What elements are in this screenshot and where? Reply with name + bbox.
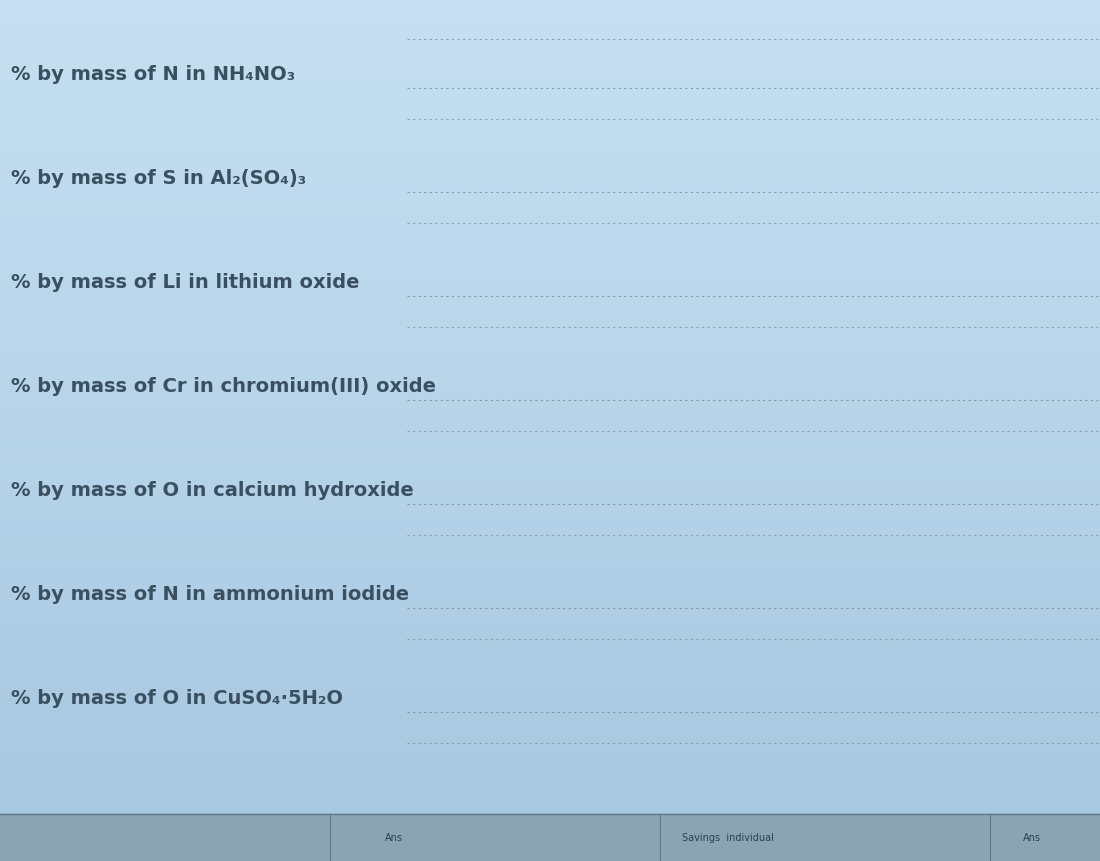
Text: Ans: Ans — [1023, 833, 1041, 842]
Text: % by mass of S in Al₂(SO₄)₃: % by mass of S in Al₂(SO₄)₃ — [11, 169, 306, 188]
Text: % by mass of O in CuSO₄·5H₂O: % by mass of O in CuSO₄·5H₂O — [11, 688, 343, 707]
Text: % by mass of N in NH₄NO₃: % by mass of N in NH₄NO₃ — [11, 65, 295, 84]
Text: % by mass of Li in lithium oxide: % by mass of Li in lithium oxide — [11, 272, 360, 291]
Text: Ans: Ans — [385, 833, 403, 842]
Bar — [0, 814, 1100, 861]
Text: % by mass of N in ammonium iodide: % by mass of N in ammonium iodide — [11, 584, 409, 603]
Text: % by mass of O in calcium hydroxide: % by mass of O in calcium hydroxide — [11, 480, 414, 499]
Text: % by mass of Cr in chromium(III) oxide: % by mass of Cr in chromium(III) oxide — [11, 376, 436, 395]
Text: Savings  individual: Savings individual — [682, 833, 774, 842]
